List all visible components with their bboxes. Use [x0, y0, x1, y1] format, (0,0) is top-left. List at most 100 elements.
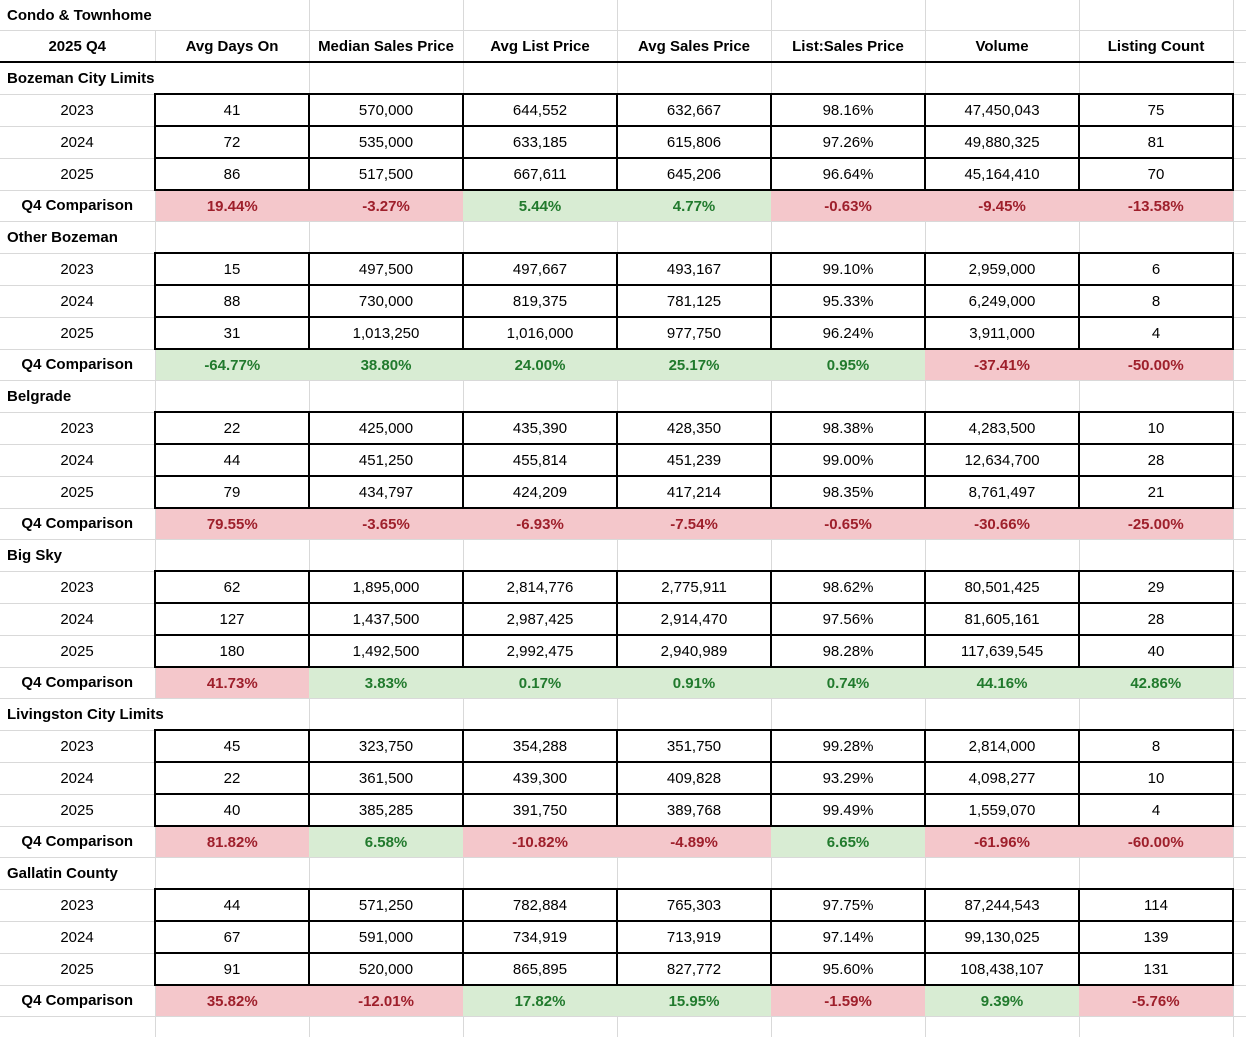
value-cell[interactable]: 81,605,161	[925, 603, 1079, 635]
value-cell[interactable]: 97.56%	[771, 603, 925, 635]
section-row-empty-cell[interactable]	[1079, 699, 1233, 731]
value-cell[interactable]: 45,164,410	[925, 158, 1079, 190]
section-row-empty-cell[interactable]	[309, 62, 463, 94]
value-cell[interactable]: 451,250	[309, 444, 463, 476]
section-row-empty-cell[interactable]	[155, 381, 309, 413]
comparison-label-cell[interactable]: Q4 Comparison	[0, 985, 155, 1017]
value-cell[interactable]: 67	[155, 921, 309, 953]
value-cell[interactable]: 428,350	[617, 412, 771, 444]
column-header-cell[interactable]: Avg Sales Price	[617, 31, 771, 63]
sheet-edge-cell[interactable]	[1233, 317, 1246, 349]
section-row-empty-cell[interactable]	[925, 699, 1079, 731]
section-row-empty-cell[interactable]	[617, 62, 771, 94]
sheet-edge-cell[interactable]	[1233, 31, 1246, 63]
column-header-cell[interactable]: List:Sales Price	[771, 31, 925, 63]
value-cell[interactable]: 62	[155, 571, 309, 603]
value-cell[interactable]: 12,634,700	[925, 444, 1079, 476]
comparison-value-cell[interactable]: -64.77%	[155, 349, 309, 381]
section-row-empty-cell[interactable]	[463, 699, 617, 731]
comparison-value-cell[interactable]: -61.96%	[925, 826, 1079, 858]
table-title-cell[interactable]: Condo & Townhome	[0, 0, 309, 31]
sheet-edge-cell[interactable]	[1233, 635, 1246, 667]
value-cell[interactable]: 29	[1079, 571, 1233, 603]
comparison-value-cell[interactable]: 44.16%	[925, 667, 1079, 699]
value-cell[interactable]: 96.24%	[771, 317, 925, 349]
year-cell[interactable]: 2023	[0, 571, 155, 603]
value-cell[interactable]: 139	[1079, 921, 1233, 953]
value-cell[interactable]: 31	[155, 317, 309, 349]
value-cell[interactable]: 2,814,776	[463, 571, 617, 603]
section-row-empty-cell[interactable]	[309, 858, 463, 890]
section-row-empty-cell[interactable]	[771, 62, 925, 94]
value-cell[interactable]: 80,501,425	[925, 571, 1079, 603]
value-cell[interactable]: 977,750	[617, 317, 771, 349]
stub-row-cell[interactable]	[1079, 1017, 1233, 1037]
value-cell[interactable]: 40	[1079, 635, 1233, 667]
comparison-value-cell[interactable]: 6.58%	[309, 826, 463, 858]
comparison-label-cell[interactable]: Q4 Comparison	[0, 667, 155, 699]
sheet-edge-cell[interactable]	[1233, 730, 1246, 762]
sheet-edge-cell[interactable]	[1233, 158, 1246, 190]
value-cell[interactable]: 439,300	[463, 762, 617, 794]
sheet-edge-cell[interactable]	[1233, 921, 1246, 953]
section-row-empty-cell[interactable]	[771, 858, 925, 890]
period-cell[interactable]: 2025 Q4	[0, 31, 155, 63]
section-row-empty-cell[interactable]	[617, 699, 771, 731]
section-row-empty-cell[interactable]	[771, 699, 925, 731]
value-cell[interactable]: 535,000	[309, 126, 463, 158]
value-cell[interactable]: 323,750	[309, 730, 463, 762]
comparison-value-cell[interactable]: 9.39%	[925, 985, 1079, 1017]
value-cell[interactable]: 361,500	[309, 762, 463, 794]
comparison-value-cell[interactable]: -10.82%	[463, 826, 617, 858]
value-cell[interactable]: 4,283,500	[925, 412, 1079, 444]
section-row-empty-cell[interactable]	[1079, 222, 1233, 254]
value-cell[interactable]: 47,450,043	[925, 94, 1079, 126]
value-cell[interactable]: 781,125	[617, 285, 771, 317]
section-row-empty-cell[interactable]	[617, 381, 771, 413]
value-cell[interactable]: 2,940,989	[617, 635, 771, 667]
section-row-empty-cell[interactable]	[309, 540, 463, 572]
value-cell[interactable]: 570,000	[309, 94, 463, 126]
year-cell[interactable]: 2025	[0, 158, 155, 190]
comparison-value-cell[interactable]: 35.82%	[155, 985, 309, 1017]
comparison-value-cell[interactable]: 6.65%	[771, 826, 925, 858]
sheet-edge-cell[interactable]	[1233, 444, 1246, 476]
section-row-empty-cell[interactable]	[309, 381, 463, 413]
sheet-edge-cell[interactable]	[1233, 953, 1246, 985]
comparison-value-cell[interactable]: 15.95%	[617, 985, 771, 1017]
value-cell[interactable]: 354,288	[463, 730, 617, 762]
comparison-value-cell[interactable]: -37.41%	[925, 349, 1079, 381]
year-cell[interactable]: 2025	[0, 635, 155, 667]
value-cell[interactable]: 615,806	[617, 126, 771, 158]
section-row-empty-cell[interactable]	[155, 222, 309, 254]
value-cell[interactable]: 4	[1079, 794, 1233, 826]
value-cell[interactable]: 497,667	[463, 253, 617, 285]
value-cell[interactable]: 389,768	[617, 794, 771, 826]
comparison-label-cell[interactable]: Q4 Comparison	[0, 349, 155, 381]
year-cell[interactable]: 2024	[0, 285, 155, 317]
comparison-value-cell[interactable]: -50.00%	[1079, 349, 1233, 381]
value-cell[interactable]: 425,000	[309, 412, 463, 444]
stub-row-cell[interactable]	[309, 1017, 463, 1037]
sheet-edge-cell[interactable]	[1233, 476, 1246, 508]
sheet-edge-cell[interactable]	[1233, 985, 1246, 1017]
comparison-value-cell[interactable]: -4.89%	[617, 826, 771, 858]
section-row-empty-cell[interactable]	[463, 62, 617, 94]
value-cell[interactable]: 8	[1079, 730, 1233, 762]
value-cell[interactable]: 591,000	[309, 921, 463, 953]
value-cell[interactable]: 75	[1079, 94, 1233, 126]
value-cell[interactable]: 2,987,425	[463, 603, 617, 635]
section-row-empty-cell[interactable]	[617, 540, 771, 572]
year-cell[interactable]: 2023	[0, 889, 155, 921]
value-cell[interactable]: 6	[1079, 253, 1233, 285]
stub-row-cell[interactable]	[771, 1017, 925, 1037]
value-cell[interactable]: 1,013,250	[309, 317, 463, 349]
comparison-value-cell[interactable]: -30.66%	[925, 508, 1079, 540]
section-row-empty-cell[interactable]	[1079, 381, 1233, 413]
value-cell[interactable]: 44	[155, 889, 309, 921]
sheet-edge-cell[interactable]	[1233, 889, 1246, 921]
value-cell[interactable]: 72	[155, 126, 309, 158]
value-cell[interactable]: 2,914,470	[617, 603, 771, 635]
section-label-cell[interactable]: Gallatin County	[0, 858, 155, 890]
section-label-cell[interactable]: Big Sky	[0, 540, 155, 572]
